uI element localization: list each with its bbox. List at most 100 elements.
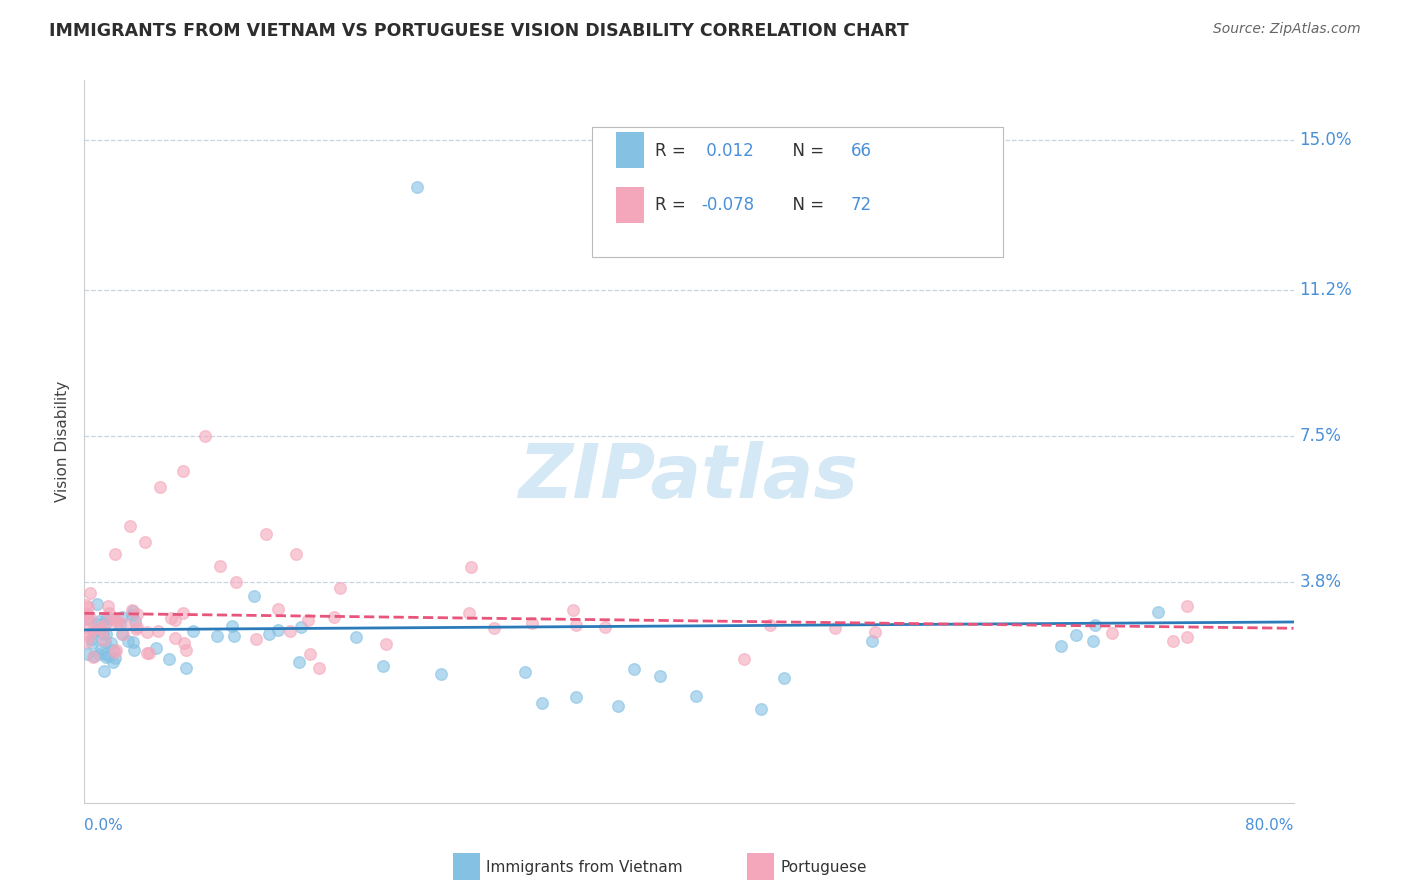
- Point: [93, 664, 115, 678]
- Text: IMMIGRANTS FROM VIETNAM VS PORTUGUESE VISION DISABILITY CORRELATION CHART: IMMIGRANTS FROM VIETNAM VS PORTUGUESE VI…: [49, 22, 908, 40]
- Point: [298, 647, 321, 661]
- Point: [266, 601, 288, 615]
- Point: [1081, 634, 1104, 648]
- Point: [565, 618, 588, 632]
- FancyBboxPatch shape: [453, 853, 479, 880]
- Text: -0.078: -0.078: [702, 196, 754, 214]
- Point: [82, 649, 104, 664]
- Point: [98, 648, 121, 663]
- Point: [93, 633, 115, 648]
- Point: [104, 547, 127, 561]
- Point: [172, 464, 194, 478]
- Point: [111, 627, 134, 641]
- Text: Source: ZipAtlas.com: Source: ZipAtlas.com: [1213, 22, 1361, 37]
- Point: [183, 624, 205, 638]
- Text: 15.0%: 15.0%: [1299, 130, 1353, 148]
- Point: [290, 620, 312, 634]
- Point: [117, 633, 139, 648]
- Point: [105, 613, 128, 627]
- Point: [80, 632, 103, 646]
- Point: [772, 671, 794, 685]
- Point: [94, 647, 117, 661]
- Point: [94, 650, 117, 665]
- Y-axis label: Vision Disability: Vision Disability: [55, 381, 70, 502]
- Text: 66: 66: [851, 142, 872, 160]
- Text: R =: R =: [655, 142, 692, 160]
- Point: [172, 606, 194, 620]
- Point: [254, 527, 277, 541]
- Point: [103, 612, 125, 626]
- Point: [90, 641, 112, 656]
- Point: [513, 665, 536, 679]
- Text: Portuguese: Portuguese: [780, 860, 868, 874]
- Point: [648, 668, 671, 682]
- Point: [136, 625, 159, 640]
- Point: [83, 625, 105, 640]
- Point: [108, 617, 131, 632]
- Text: 7.5%: 7.5%: [1299, 426, 1341, 444]
- Point: [863, 625, 886, 640]
- Point: [121, 603, 143, 617]
- Point: [79, 611, 101, 625]
- Point: [125, 607, 148, 621]
- Point: [97, 599, 120, 614]
- Text: 3.8%: 3.8%: [1299, 573, 1341, 591]
- Point: [222, 629, 245, 643]
- Point: [135, 646, 157, 660]
- Text: 80.0%: 80.0%: [1246, 818, 1294, 833]
- Point: [104, 645, 127, 659]
- Text: N =: N =: [782, 142, 830, 160]
- Point: [91, 627, 114, 641]
- Point: [522, 615, 544, 630]
- Point: [111, 610, 134, 624]
- Point: [75, 598, 97, 612]
- Point: [267, 624, 290, 638]
- Point: [824, 621, 846, 635]
- Point: [1101, 626, 1123, 640]
- Text: R =: R =: [655, 196, 692, 214]
- Point: [124, 614, 146, 628]
- Point: [94, 627, 117, 641]
- Point: [174, 661, 197, 675]
- Point: [79, 586, 101, 600]
- Point: [87, 647, 110, 661]
- Point: [278, 624, 301, 639]
- Text: ZIPatlas: ZIPatlas: [519, 442, 859, 514]
- Point: [174, 642, 197, 657]
- Point: [157, 651, 180, 665]
- Point: [1161, 634, 1184, 648]
- Point: [209, 558, 232, 573]
- Point: [285, 547, 308, 561]
- Point: [221, 618, 243, 632]
- Point: [104, 651, 127, 665]
- Point: [76, 648, 98, 662]
- Point: [860, 634, 883, 648]
- Point: [97, 607, 120, 621]
- Point: [165, 632, 187, 646]
- Point: [329, 582, 352, 596]
- Point: [134, 535, 156, 549]
- Point: [104, 643, 127, 657]
- Point: [308, 660, 330, 674]
- Point: [82, 623, 104, 637]
- Point: [121, 607, 143, 622]
- Point: [79, 629, 101, 643]
- Point: [111, 626, 134, 640]
- Point: [460, 559, 482, 574]
- Point: [1175, 630, 1198, 644]
- FancyBboxPatch shape: [616, 187, 644, 223]
- Point: [86, 597, 108, 611]
- Point: [80, 636, 103, 650]
- Point: [1064, 628, 1087, 642]
- Point: [83, 649, 105, 664]
- Point: [593, 620, 616, 634]
- Point: [225, 574, 247, 589]
- Point: [458, 607, 481, 621]
- Point: [145, 640, 167, 655]
- Point: [89, 620, 111, 634]
- Point: [101, 643, 124, 657]
- FancyBboxPatch shape: [616, 132, 644, 169]
- Point: [430, 667, 453, 681]
- Point: [685, 690, 707, 704]
- Point: [205, 629, 228, 643]
